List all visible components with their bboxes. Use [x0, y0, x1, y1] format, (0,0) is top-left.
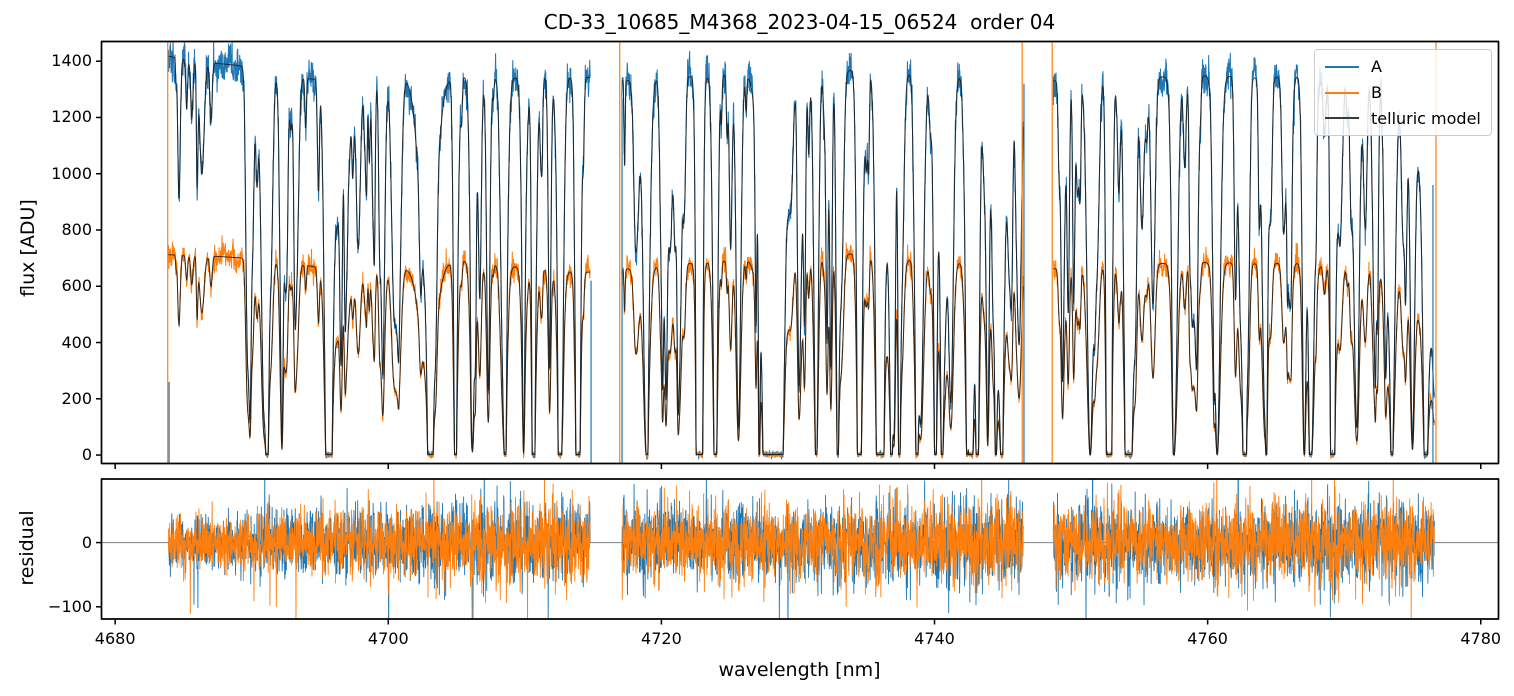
x-tick-label: 4780 — [1460, 629, 1502, 648]
legend-entry: B — [1321, 80, 1485, 106]
legend-line-sample — [1325, 65, 1359, 68]
x-tick-label: 4760 — [1187, 629, 1228, 648]
flux-tick-label: 1400 — [51, 51, 92, 71]
residual-tick-label: 0 — [81, 532, 92, 552]
legend-entry: telluric model — [1321, 105, 1485, 131]
flux-tick-label: 1000 — [51, 163, 92, 183]
legend-entry-label: A — [1371, 57, 1382, 77]
legend-line-sample — [1325, 91, 1359, 94]
residual-tick-label: −100 — [48, 596, 92, 616]
x-tick-label: 4720 — [641, 629, 682, 648]
x-tick-label: 4740 — [914, 629, 955, 648]
flux-tick-label: 0 — [81, 445, 92, 465]
plot-title: CD-33_10685_M4368_2023-04-15_06524 order… — [543, 10, 1056, 34]
flux-tick-label: 800 — [61, 219, 92, 239]
legend-entry-label: B — [1371, 83, 1382, 102]
legend-line-sample — [1325, 117, 1359, 120]
legend-entry-label: telluric model — [1371, 108, 1481, 128]
wavelength-axis-label: wavelength [nm] — [718, 659, 881, 681]
flux-tick-label: 1200 — [51, 107, 92, 127]
x-tick-label: 4680 — [94, 629, 136, 648]
x-tick-label: 4700 — [367, 629, 409, 648]
flux-tick-label: 600 — [61, 276, 92, 296]
flux-tick-label: 200 — [61, 388, 92, 408]
legend-entry: A — [1321, 54, 1485, 80]
flux-tick-label: 400 — [61, 332, 92, 352]
